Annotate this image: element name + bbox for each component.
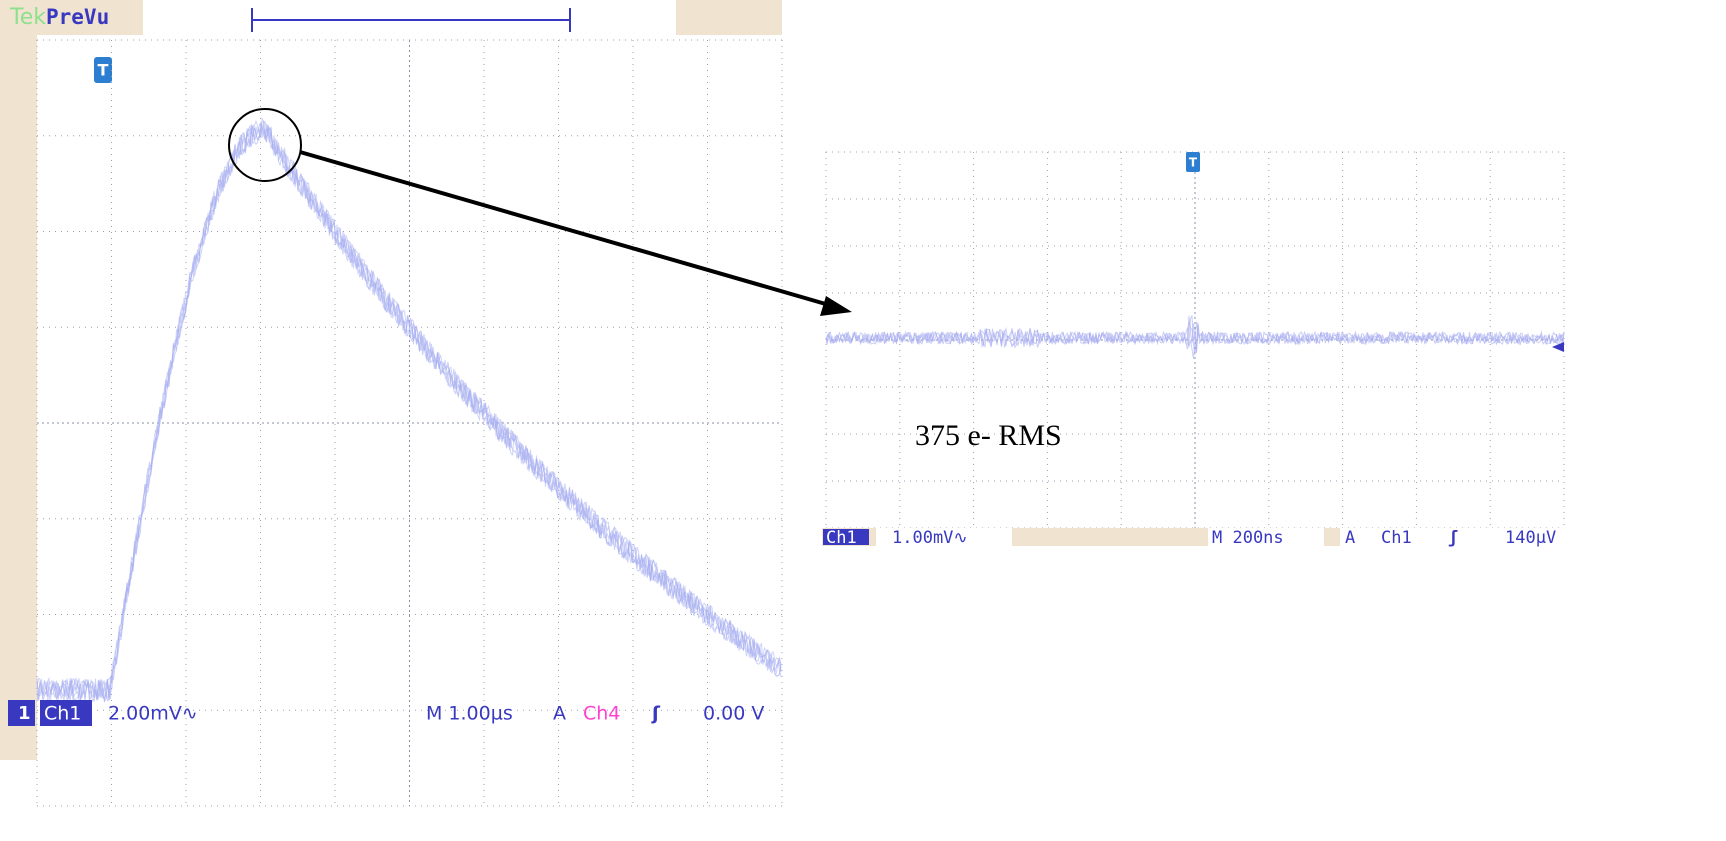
trigger-mode: A (553, 703, 566, 725)
arrow-head (820, 296, 852, 316)
annotation: 375 e- RMS (915, 419, 1062, 452)
timebase: M 1.00µs (426, 703, 513, 725)
channel: Ch1 (826, 528, 857, 548)
timebase: M 200ns (1212, 528, 1284, 548)
scope-figure: Tek PreVu T 1 Ch1 2.00mV∿ M 1.00µs A Ch4… (0, 0, 1726, 837)
brand: Tek (9, 5, 46, 30)
trigger-level: 140µV (1505, 528, 1556, 548)
trigger-source: Ch1 (1381, 528, 1412, 548)
channel: Ch1 (44, 703, 81, 725)
scale: 2.00mV∿ (108, 703, 198, 725)
left-margin (0, 35, 37, 760)
trigger-marker: T (98, 61, 109, 80)
mode: PreVu (46, 5, 109, 29)
trigger-source: Ch4 (583, 703, 620, 725)
trigger-mode: A (1345, 528, 1355, 548)
trigger-slope: ʃ (651, 703, 661, 725)
trigger-marker: T (1189, 156, 1198, 170)
trigger-level: 0.00 V (703, 703, 764, 725)
trigger-slope: ʃ (1448, 528, 1458, 548)
channel-marker: 1 (18, 703, 31, 724)
record-bar-bg (143, 0, 676, 35)
page: Tek PreVu T 1 Ch1 2.00mV∿ M 1.00µs A Ch4… (0, 0, 1726, 837)
scale: 1.00mV∿ (892, 528, 968, 548)
